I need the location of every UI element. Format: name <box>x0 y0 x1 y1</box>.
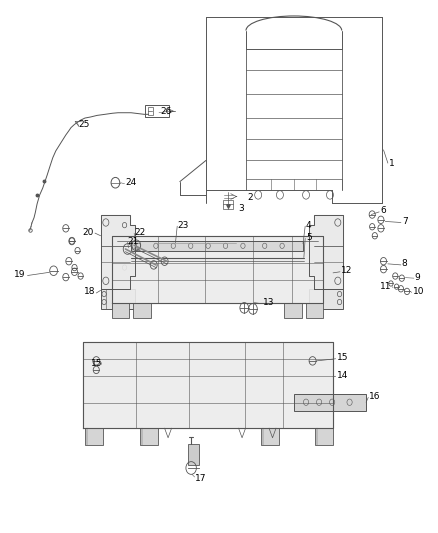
Text: 14: 14 <box>336 370 348 379</box>
Text: 25: 25 <box>79 120 90 129</box>
Bar <box>133 303 151 318</box>
Polygon shape <box>101 215 135 289</box>
Text: 3: 3 <box>239 204 244 213</box>
Bar <box>294 394 366 411</box>
Text: 2: 2 <box>247 193 253 202</box>
Text: 8: 8 <box>402 260 407 268</box>
Text: 15: 15 <box>336 353 348 362</box>
Text: 22: 22 <box>134 228 145 237</box>
Text: 20: 20 <box>82 228 93 237</box>
Polygon shape <box>83 342 333 428</box>
Bar <box>112 303 129 318</box>
Text: 15: 15 <box>91 359 102 367</box>
Polygon shape <box>113 236 322 303</box>
Text: 24: 24 <box>125 178 137 187</box>
Text: 7: 7 <box>402 217 407 226</box>
Bar <box>187 444 198 465</box>
Text: 11: 11 <box>380 282 392 291</box>
Bar <box>140 428 158 445</box>
Bar <box>261 428 279 445</box>
Polygon shape <box>309 215 343 289</box>
Text: 6: 6 <box>380 206 386 215</box>
Text: 26: 26 <box>160 107 172 116</box>
Bar <box>284 303 302 318</box>
Bar <box>309 289 343 309</box>
Bar <box>148 108 153 115</box>
Bar <box>85 428 103 445</box>
Bar <box>306 303 323 318</box>
Bar <box>315 428 333 445</box>
Text: 9: 9 <box>415 272 420 281</box>
Text: 16: 16 <box>369 392 381 401</box>
Text: 13: 13 <box>262 298 274 307</box>
Text: 23: 23 <box>178 221 189 230</box>
Bar <box>223 200 233 209</box>
Text: 1: 1 <box>389 159 395 167</box>
Text: 18: 18 <box>84 287 95 296</box>
Text: 19: 19 <box>14 270 26 279</box>
Bar <box>131 241 303 251</box>
Bar <box>145 106 169 117</box>
Text: 10: 10 <box>413 287 424 296</box>
Text: 12: 12 <box>341 266 352 275</box>
Text: 5: 5 <box>306 233 312 242</box>
Text: 4: 4 <box>306 221 312 230</box>
Text: 17: 17 <box>195 474 207 483</box>
Bar <box>101 289 135 309</box>
Text: 21: 21 <box>127 237 139 246</box>
